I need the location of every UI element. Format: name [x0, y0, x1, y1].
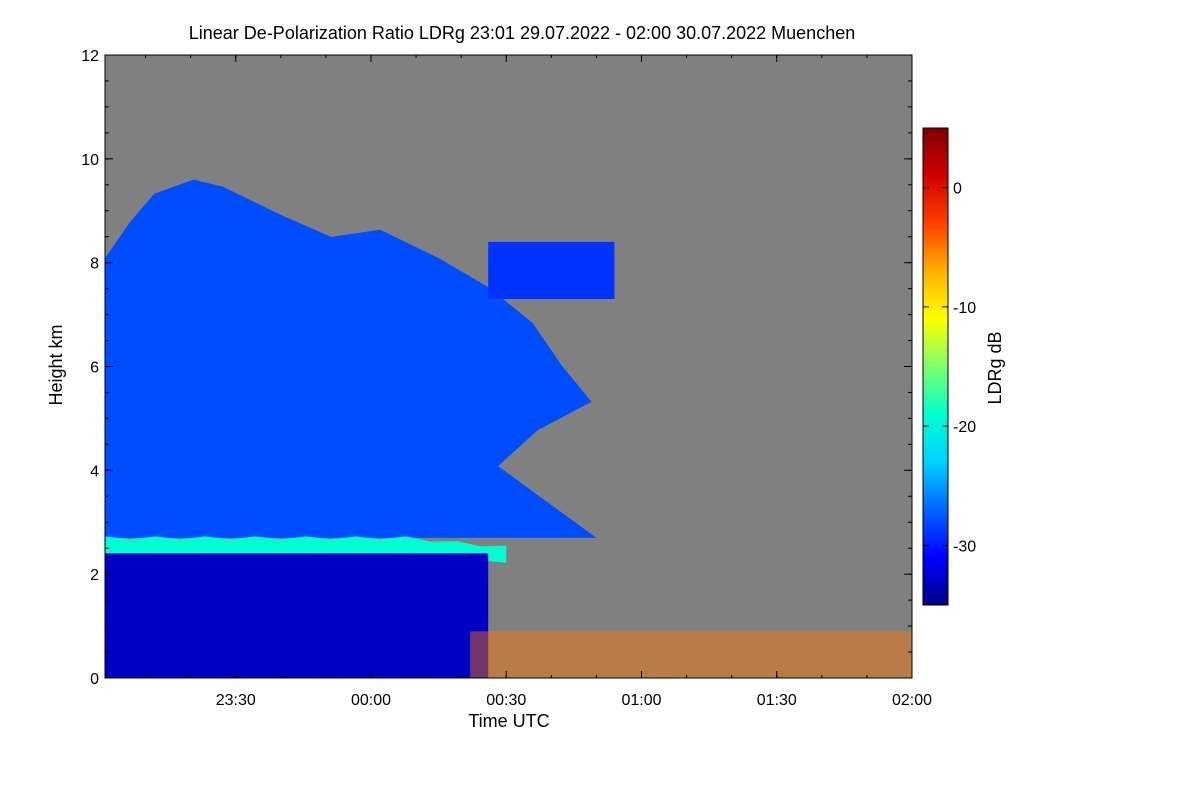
colorbar-tick-label: -30 — [953, 538, 976, 555]
colorbar-tick-label: -10 — [953, 300, 976, 317]
colorbar-tick-label: -20 — [953, 419, 976, 436]
x-axis-label: Time UTC — [468, 711, 549, 731]
y-tick-label: 8 — [90, 256, 99, 273]
colorbar — [922, 127, 949, 606]
x-axis: 23:30 00:00 00:30 01:00 01:30 02:00 — [145, 55, 932, 709]
data-layer — [105, 179, 912, 678]
x-tick-label: 23:30 — [216, 692, 256, 709]
chart-title: Linear De-Polarization Ratio LDRg 23:01 … — [189, 23, 855, 43]
colorbar-axis: 0 -10 -20 -30 — [923, 181, 976, 555]
colorbar-tick-label: 0 — [953, 181, 962, 198]
x-tick-label: 01:00 — [621, 692, 661, 709]
low-level-clutter-region — [470, 631, 912, 678]
y-axis-label: Height km — [46, 324, 66, 405]
ice-cloud-region — [105, 179, 597, 538]
melting-layer-region — [105, 536, 507, 563]
precipitation-region — [105, 553, 489, 678]
colorbar-label: LDRg dB — [985, 331, 1005, 404]
x-tick-label: 00:30 — [486, 692, 526, 709]
x-tick-label: 02:00 — [892, 692, 932, 709]
x-tick-label: 00:00 — [351, 692, 391, 709]
y-tick-label: 2 — [90, 567, 99, 584]
x-tick-label: 01:30 — [757, 692, 797, 709]
y-tick-label: 0 — [90, 671, 99, 688]
y-tick-label: 6 — [90, 360, 99, 377]
y-axis: 0 2 4 6 8 10 12 — [81, 48, 912, 688]
y-tick-label: 10 — [81, 152, 99, 169]
upper-cloud-region — [488, 241, 615, 300]
y-tick-label: 12 — [81, 48, 99, 65]
y-tick-label: 4 — [90, 463, 99, 480]
